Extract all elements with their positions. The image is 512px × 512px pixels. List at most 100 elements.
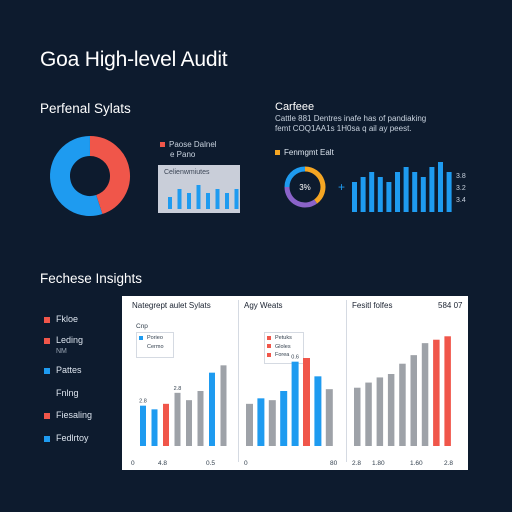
ring-value: 3% [299, 183, 311, 192]
bar [196, 185, 201, 209]
bar [220, 365, 227, 446]
bar [376, 377, 384, 446]
red-square-icon [44, 337, 50, 344]
bar [246, 403, 253, 446]
carfeee-legend: Fenmgmt Ealt [275, 148, 334, 157]
bar [234, 189, 239, 209]
x-tick-label: 2.8 [352, 460, 362, 467]
category-item: Fiesaling [44, 410, 92, 420]
bar [444, 336, 451, 446]
insights-heading: Fechese Insights [40, 271, 143, 286]
data-label: 0.6 [291, 355, 299, 361]
category-item: Leding [44, 335, 83, 345]
bar [446, 172, 452, 212]
bar [197, 391, 204, 446]
bar [365, 382, 372, 446]
bar [140, 405, 146, 446]
plus-icon: + [338, 180, 346, 194]
page-title: Goa High-level Audit [40, 48, 228, 71]
x-tick-label: 0 [131, 460, 135, 467]
bar [177, 189, 182, 209]
panel2-legend: Petuks Gloles Forea [264, 332, 304, 364]
bar [421, 343, 429, 446]
bar [206, 193, 210, 209]
bar [215, 189, 220, 209]
bar [268, 400, 276, 446]
pie-slice [50, 136, 103, 216]
blue-square-icon [44, 435, 50, 442]
x-tick-label: 2.8 [444, 460, 454, 467]
panel3-corner-label: 584 07 [438, 301, 463, 310]
bar [163, 403, 169, 446]
x-tick-label: 0.5 [206, 460, 216, 467]
bar [303, 358, 310, 446]
blue-square-icon [44, 367, 50, 374]
side-label: 3.4 [456, 197, 466, 204]
pie-slice [304, 166, 326, 204]
side-label: 3.2 [456, 185, 466, 192]
x-tick-label: 1.80 [372, 460, 385, 467]
panel3-title: Fesitl folfes [352, 301, 393, 310]
bar [151, 409, 158, 446]
pie-slice [284, 186, 318, 208]
personal-donut-chart [50, 136, 130, 216]
red-square-icon [44, 412, 50, 419]
pie-slice [284, 166, 306, 188]
bar [369, 172, 375, 212]
data-label: 2.8 [139, 399, 147, 405]
personal-legend-item-1: e Pano [170, 150, 196, 159]
bar [377, 177, 383, 212]
category-sub: NM [56, 348, 67, 355]
bar [352, 182, 357, 212]
personal-legend: Paose Dalnel e Pano [160, 140, 217, 160]
panel-divider [238, 300, 239, 462]
bar [420, 177, 426, 212]
panel1-title: Nategrept aulet Sylats [132, 301, 211, 310]
bar [257, 398, 265, 446]
x-tick-label: 4.8 [158, 460, 168, 467]
personal-mini-bar-panel: Celienwmiutes [158, 165, 240, 213]
x-tick-label: 0 [244, 460, 248, 467]
carfeee-heading: Carfeee [275, 101, 315, 113]
panel-divider [346, 300, 347, 462]
blue-square-icon [139, 335, 143, 340]
bar [314, 376, 322, 446]
bar [291, 361, 299, 446]
bar [280, 391, 288, 446]
panel3-bar-chart [354, 336, 451, 446]
panel1-legend-head: Cnp [136, 323, 148, 330]
bar [403, 167, 409, 212]
red-square-icon [267, 344, 271, 349]
carfeee-side-labels: 3.8 3.2 3.4 [456, 171, 466, 207]
bar [386, 182, 392, 212]
red-square-icon [160, 142, 165, 148]
category-item: Pattes [44, 365, 82, 375]
bar [325, 389, 333, 446]
red-square-icon [267, 335, 271, 340]
pie-slice [89, 136, 130, 215]
category-item: Fnlng [44, 388, 79, 398]
carfeee-bar-chart [352, 162, 452, 212]
x-tick-label: 1.60 [410, 460, 423, 467]
bar [360, 177, 366, 212]
personal-heading: Perfenal Sylats [40, 101, 131, 116]
carfeee-ring-chart: 3% [284, 166, 326, 208]
personal-legend-item-0: Paose Dalnel [160, 140, 217, 150]
bar [433, 339, 440, 446]
side-label: 3.8 [456, 173, 466, 180]
bar [399, 363, 406, 446]
mini-bar-chart [168, 185, 239, 209]
panel2-title: Agy Weats [244, 301, 283, 310]
bar [429, 167, 435, 212]
bar [412, 172, 418, 212]
carfeee-description: Cattle 881 Dentres inafe has of pandiaki… [275, 114, 427, 133]
category-item: Fedlrtoy [44, 433, 89, 443]
orange-square-icon [275, 150, 280, 156]
bar [395, 172, 400, 212]
category-item: Fkloe [44, 314, 78, 324]
panel1-bar-chart: 2.8 2.8 [139, 365, 227, 446]
bar [410, 355, 417, 446]
bar [225, 193, 229, 209]
bar [168, 197, 172, 209]
data-label: 2.8 [174, 386, 182, 392]
